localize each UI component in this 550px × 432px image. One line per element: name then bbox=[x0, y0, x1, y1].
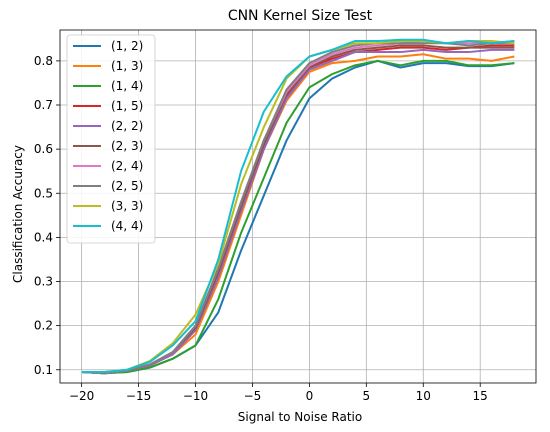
x-tick-label: 15 bbox=[473, 389, 488, 403]
x-tick-label: −10 bbox=[183, 389, 208, 403]
y-tick-label: 0.4 bbox=[34, 230, 53, 244]
legend: (1, 2) (1, 3) (1, 4) (1, 5) (2, 2) (2, 3) (2, … bbox=[66, 34, 156, 244]
y-tick-label: 0.6 bbox=[34, 142, 53, 156]
legend-label: (2, 3) bbox=[111, 139, 143, 153]
x-tick-label: 0 bbox=[306, 389, 314, 403]
legend-label: (2, 2) bbox=[111, 119, 143, 133]
series-line bbox=[81, 38, 515, 373]
legend-label: (1, 2) bbox=[111, 39, 143, 53]
x-tick-label: −15 bbox=[126, 389, 151, 403]
legend-label: (3, 3) bbox=[111, 199, 143, 213]
y-tick-label: 0.3 bbox=[34, 275, 53, 289]
x-tick-label: 10 bbox=[416, 389, 431, 403]
y-tick-label: 0.8 bbox=[34, 54, 53, 68]
legend-label: (4, 4) bbox=[111, 219, 143, 233]
y-tick-label: 0.7 bbox=[34, 98, 53, 112]
x-axis-ticks: −20 −15 −10 −5 0 5 10 15 bbox=[69, 383, 488, 403]
y-tick-label: 0.1 bbox=[34, 363, 53, 377]
legend-label: (1, 4) bbox=[111, 79, 143, 93]
x-tick-label: 5 bbox=[363, 389, 371, 403]
plot-frame bbox=[59, 29, 537, 384]
x-tick-label: −5 bbox=[244, 389, 262, 403]
legend-label: (2, 4) bbox=[111, 159, 143, 173]
series-line bbox=[81, 59, 515, 375]
y-axis-ticks: 0.1 0.2 0.3 0.4 0.5 0.6 0.7 0.8 bbox=[34, 54, 60, 377]
y-tick-label: 0.5 bbox=[34, 186, 53, 200]
chart-title: CNN Kernel Size Test bbox=[228, 8, 373, 24]
legend-label: (1, 3) bbox=[111, 59, 143, 73]
legend-label: (2, 5) bbox=[111, 179, 143, 193]
y-tick-label: 0.2 bbox=[34, 319, 53, 333]
legend-label: (1, 5) bbox=[111, 99, 143, 113]
y-axis-label: Classification Accuracy bbox=[11, 145, 25, 283]
x-axis-label: Signal to Noise Ratio bbox=[238, 410, 362, 424]
x-tick-label: −20 bbox=[69, 389, 94, 403]
series-layer bbox=[81, 38, 515, 375]
